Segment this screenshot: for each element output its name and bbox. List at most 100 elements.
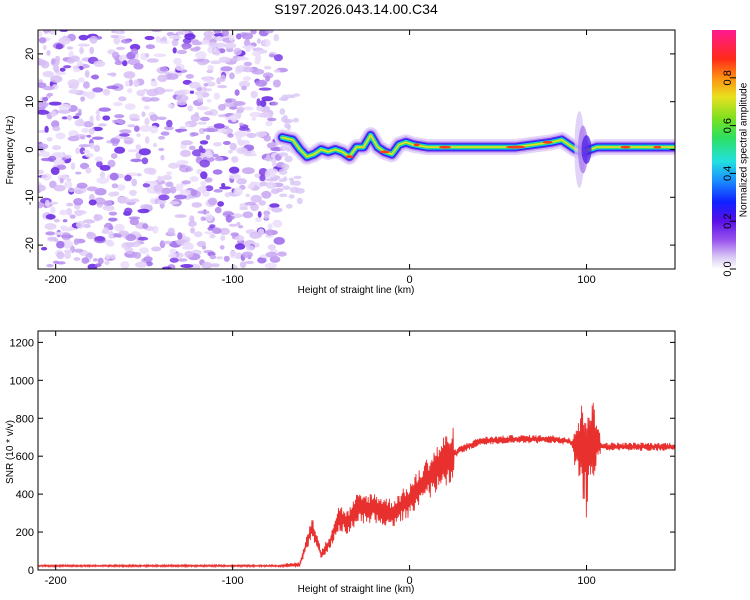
noise-blob xyxy=(177,258,188,262)
noise-blob xyxy=(129,43,141,51)
noise-blob xyxy=(82,150,91,153)
noise-blob xyxy=(149,114,159,122)
ridge-hotspot xyxy=(439,145,451,149)
noise-blob xyxy=(284,155,293,163)
noise-blob xyxy=(175,183,184,192)
noise-blob xyxy=(68,89,80,94)
noise-blob xyxy=(223,212,235,216)
noise-blob xyxy=(181,180,191,185)
noise-blob xyxy=(229,250,237,259)
y-tick-label: 400 xyxy=(16,489,34,501)
noise-blob xyxy=(94,236,105,242)
noise-blob xyxy=(213,123,225,129)
noise-blob xyxy=(190,47,200,52)
noise-blob xyxy=(110,153,118,159)
y-tick-label: 20 xyxy=(24,48,36,60)
noise-blob xyxy=(241,32,253,40)
noise-blob xyxy=(265,75,271,82)
noise-blob xyxy=(295,187,305,194)
noise-blob xyxy=(161,175,173,181)
noise-blob xyxy=(250,30,257,35)
noise-blob xyxy=(110,137,121,144)
noise-blob xyxy=(114,146,126,154)
noise-blob xyxy=(124,80,130,87)
noise-blob xyxy=(203,82,209,87)
ridge-hotspot xyxy=(345,155,354,159)
noise-blob xyxy=(213,49,221,56)
noise-blob xyxy=(81,257,90,264)
noise-blob xyxy=(149,125,159,134)
noise-blob xyxy=(103,200,113,207)
noise-blob xyxy=(268,53,276,58)
noise-blob xyxy=(220,66,233,72)
noise-blob xyxy=(74,189,83,195)
noise-blob xyxy=(141,157,149,165)
noise-blob xyxy=(42,70,55,78)
noise-blob xyxy=(176,160,189,165)
noise-blob xyxy=(89,46,94,55)
noise-blob xyxy=(99,164,111,171)
noise-blob xyxy=(152,142,158,148)
noise-blob xyxy=(220,74,226,82)
noise-blob xyxy=(231,264,238,269)
noise-blob xyxy=(126,251,133,255)
noise-blob xyxy=(156,199,167,204)
colorbar-scale xyxy=(712,30,736,269)
noise-blob xyxy=(86,134,92,138)
noise-blob xyxy=(82,219,95,224)
noise-blob xyxy=(205,150,213,159)
noise-blob xyxy=(272,79,281,88)
noise-blob xyxy=(85,167,92,174)
noise-blob xyxy=(159,66,168,72)
noise-blob xyxy=(209,60,222,65)
noise-blob xyxy=(207,64,215,72)
noise-blob xyxy=(277,251,287,257)
noise-blob xyxy=(269,203,280,208)
noise-blob xyxy=(189,90,195,94)
noise-blob xyxy=(162,240,172,245)
noise-blob xyxy=(256,105,263,112)
x-tick-label: 0 xyxy=(407,274,413,286)
noise-blob xyxy=(223,255,230,262)
noise-blob xyxy=(209,224,216,229)
noise-blob xyxy=(52,145,62,151)
noise-blob xyxy=(204,177,213,183)
noise-blob xyxy=(209,233,216,239)
noise-blob xyxy=(69,214,76,219)
noise-blob xyxy=(180,264,194,268)
noise-blob xyxy=(169,201,180,205)
noise-blob xyxy=(160,154,165,161)
noise-blob xyxy=(41,246,48,251)
noise-blob xyxy=(256,98,261,107)
noise-blob xyxy=(93,144,101,152)
noise-blob xyxy=(39,151,51,158)
noise-blob xyxy=(77,77,85,83)
noise-blob xyxy=(80,96,85,102)
noise-blob xyxy=(130,158,143,163)
noise-blob xyxy=(255,131,268,138)
noise-blob xyxy=(251,50,262,57)
noise-blob xyxy=(46,92,54,97)
noise-blob xyxy=(228,173,241,180)
noise-blob xyxy=(201,261,213,269)
noise-blob xyxy=(235,235,245,242)
y-tick-label: 10 xyxy=(24,96,36,108)
noise-blob xyxy=(169,248,177,254)
noise-blob xyxy=(95,114,101,121)
noise-blob xyxy=(184,123,191,128)
noise-blob xyxy=(273,69,281,73)
noise-blob xyxy=(184,33,196,40)
noise-blob xyxy=(279,193,288,198)
noise-blob xyxy=(45,231,56,236)
noise-blob xyxy=(271,207,283,213)
noise-blob xyxy=(92,258,98,262)
noise-blob xyxy=(160,131,170,136)
noise-blob xyxy=(272,219,283,228)
noise-blob xyxy=(57,109,71,114)
noise-blob xyxy=(143,88,148,92)
noise-blob xyxy=(180,149,192,157)
y-tick-label: 800 xyxy=(16,413,34,425)
noise-blob xyxy=(245,260,255,265)
noise-blob xyxy=(40,60,50,69)
colorbar-tick-label: 0.8 xyxy=(722,70,734,85)
